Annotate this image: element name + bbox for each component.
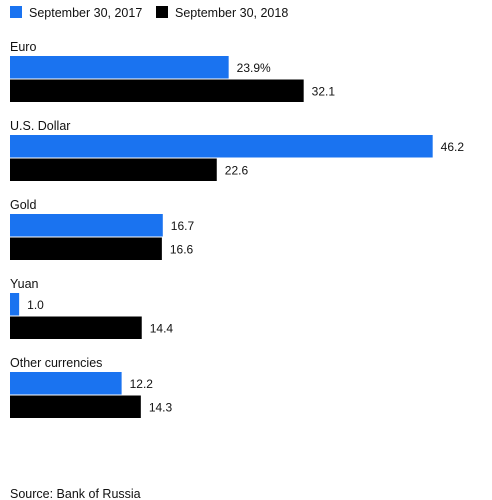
bar-2018: [10, 316, 142, 339]
legend-swatch-1: [10, 6, 22, 18]
category-label: Gold: [10, 198, 36, 212]
legend-label-2: September 30, 2018: [175, 6, 288, 20]
legend: September 30, 2017 September 30, 2018: [10, 6, 288, 20]
bar-2017: [10, 372, 122, 395]
legend-label-1: September 30, 2017: [29, 6, 142, 20]
category-label: Other currencies: [10, 356, 102, 370]
bar-2017: [10, 214, 163, 237]
value-label: 23.9%: [237, 61, 271, 75]
value-label: 12.2: [130, 377, 154, 391]
value-label: 14.3: [149, 400, 173, 414]
value-label: 22.6: [225, 163, 249, 177]
category-label: U.S. Dollar: [10, 119, 70, 133]
bar-2017: [10, 135, 433, 158]
bar-2018: [10, 237, 162, 260]
value-label: 14.4: [150, 321, 174, 335]
bar-2018: [10, 79, 304, 102]
value-label: 16.7: [171, 219, 195, 233]
value-label: 46.2: [441, 140, 465, 154]
value-label: 32.1: [312, 84, 336, 98]
bar-2017: [10, 56, 229, 79]
value-label: 1.0: [27, 298, 44, 312]
value-label: 16.6: [170, 242, 194, 256]
bars: Euro 23.9% 32.1 U.S. Dollar 46.2 22.6 Gold 16.7…: [10, 40, 464, 418]
source-note: Source: Bank of Russia: [10, 487, 141, 500]
bar-2017: [10, 293, 20, 316]
category-label: Yuan: [10, 277, 39, 291]
category-label: Euro: [10, 40, 36, 54]
legend-swatch-2: [156, 6, 168, 18]
bar-2018: [10, 395, 141, 418]
bar-2018: [10, 158, 217, 181]
